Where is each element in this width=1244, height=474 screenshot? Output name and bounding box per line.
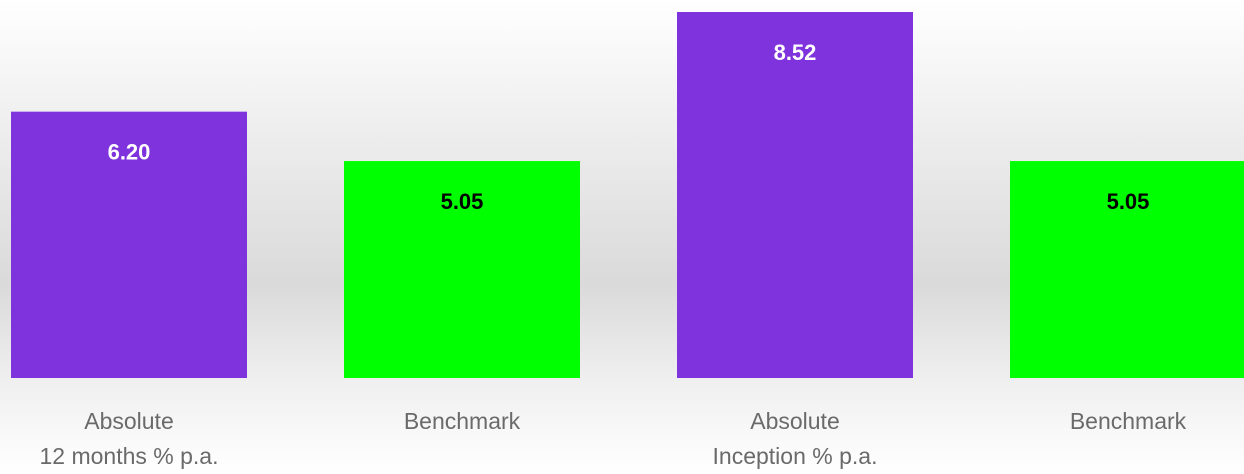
value-label: 8.52	[774, 40, 817, 65]
x-tick-label: Absolute Inception % p.a.	[712, 408, 878, 469]
x-tick-label: Benchmark	[403, 408, 521, 434]
x-tick-label: Absolute 12 months % p.a.	[39, 408, 219, 469]
bar	[677, 12, 913, 378]
bar	[344, 161, 580, 378]
value-label: 6.20	[108, 139, 151, 164]
x-tick-label: Benchmark	[1069, 408, 1187, 434]
bar	[1010, 161, 1244, 378]
value-label: 5.05	[441, 189, 484, 214]
value-label: 5.05	[1107, 189, 1150, 214]
bar	[11, 111, 247, 378]
